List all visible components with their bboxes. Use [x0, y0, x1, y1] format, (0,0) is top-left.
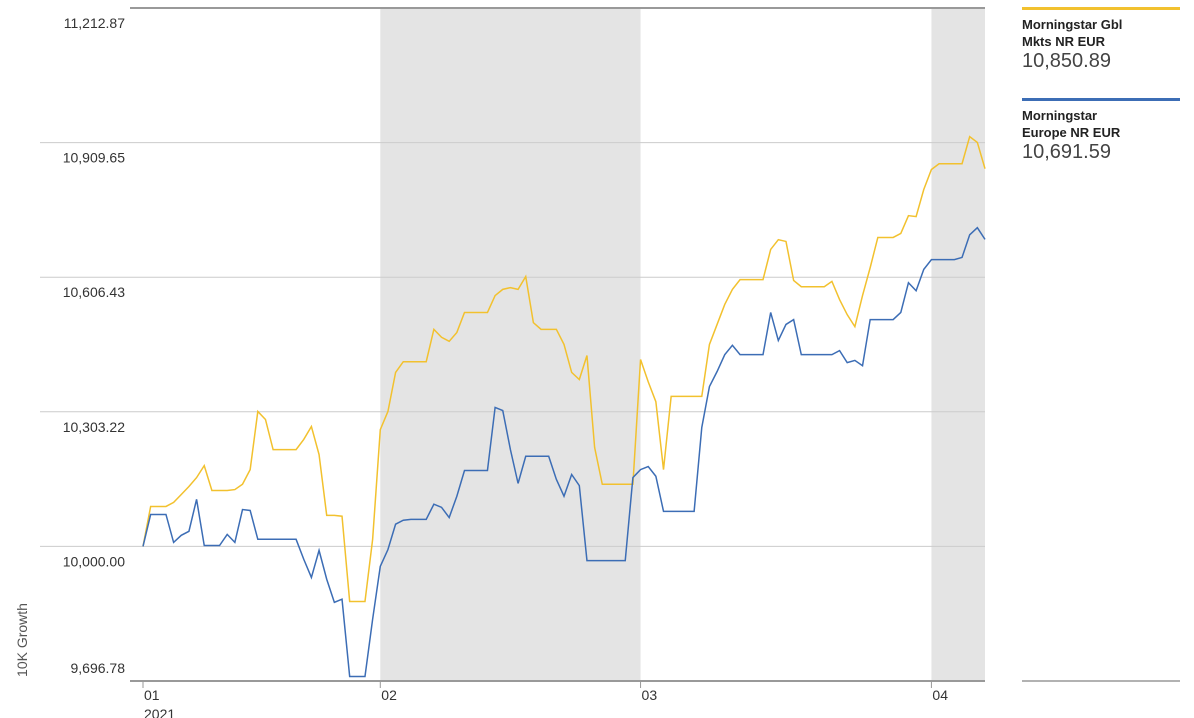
y-tick-label: 10,000.00: [63, 553, 125, 569]
series-line: [142, 135, 986, 603]
y-tick-label: 10,303.22: [63, 419, 125, 435]
x-tick-label: 03: [642, 687, 658, 703]
x-tick-label: 01: [144, 687, 160, 703]
legend-name: Morningstar Gbl Mkts NR EUR: [1022, 17, 1123, 49]
legend-value: 10,850.89: [1022, 50, 1111, 72]
series-line: [142, 226, 986, 678]
y-tick-label: 9,696.78: [71, 660, 126, 676]
x-tick-label: 04: [932, 687, 948, 703]
legend-value: 10,691.59: [1022, 141, 1111, 163]
y-tick-label: 11,212.87: [64, 15, 125, 31]
x-tick-label: 02: [381, 687, 397, 703]
y-axis-label: 10K Growth: [14, 603, 30, 677]
legend-name: Morningstar Europe NR EUR: [1022, 108, 1121, 140]
y-tick-label: 10,606.43: [63, 284, 125, 300]
period-band: [931, 8, 985, 681]
y-tick-label: 10,909.65: [63, 150, 125, 166]
legend-item: Morningstar Gbl Mkts NR EUR 10,850.89: [1022, 7, 1180, 72]
period-band: [380, 8, 641, 681]
year-label: 2021: [144, 706, 175, 718]
legend-item: Morningstar Europe NR EUR 10,691.59: [1022, 98, 1180, 163]
